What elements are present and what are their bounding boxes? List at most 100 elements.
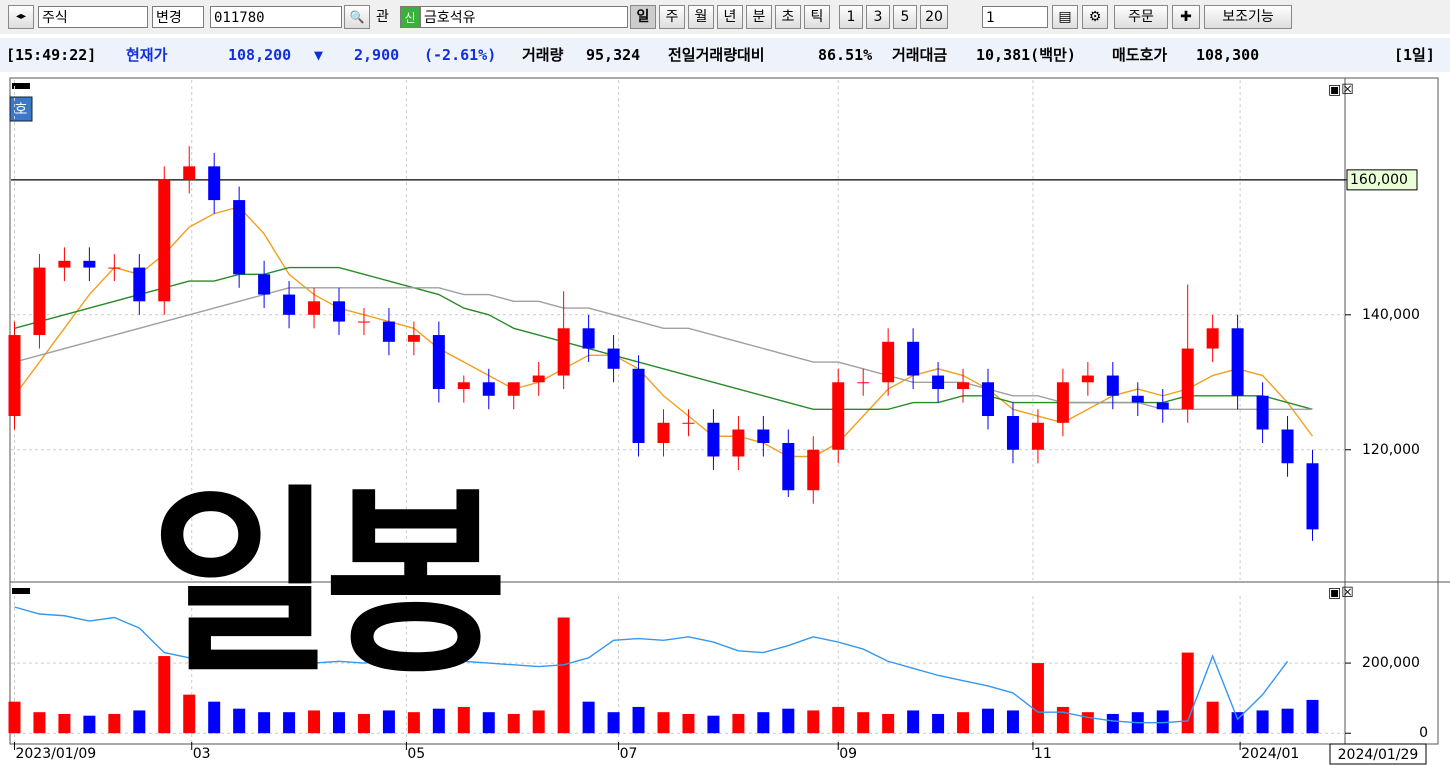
price-badge[interactable]: 호	[15, 102, 28, 118]
amount: 10,381(백만)	[976, 46, 1076, 64]
volume-bar	[183, 694, 196, 734]
period-button[interactable]: 20	[920, 5, 948, 29]
candle-body	[832, 382, 845, 450]
period-button[interactable]: 초	[775, 5, 801, 29]
period-button[interactable]: 분	[746, 5, 772, 29]
volume-bar	[932, 713, 945, 734]
candle-body	[183, 166, 196, 180]
candle-body	[882, 341, 895, 383]
volume: 95,324	[586, 46, 641, 64]
save-button[interactable]: ▤	[1052, 5, 1078, 29]
volume-bar	[283, 712, 296, 734]
candle-body	[507, 382, 520, 396]
candle-body	[907, 341, 920, 376]
candle-body	[1256, 395, 1269, 430]
period-button[interactable]: 주	[659, 5, 685, 29]
candle-body	[58, 260, 71, 268]
volume-bar	[1081, 712, 1094, 734]
prev-ratio-label: 전일거래량대비	[668, 46, 765, 64]
volume-bar	[482, 712, 495, 734]
volume-bar	[882, 713, 895, 734]
candle-body	[482, 382, 495, 396]
search-button[interactable]: 🔍	[344, 5, 370, 29]
panel-handle[interactable]	[12, 588, 30, 594]
volume-bar	[158, 656, 171, 734]
panel-controls[interactable]: ▣☒	[1328, 82, 1354, 98]
market-select[interactable]: 주식	[38, 6, 148, 28]
time: [15:49:22]	[6, 46, 97, 64]
x-tick-label: 09	[839, 746, 857, 762]
candle-body	[682, 422, 695, 424]
candle-body	[1281, 429, 1294, 464]
aux-button[interactable]: 보조기능	[1204, 5, 1292, 29]
candle-body	[1156, 402, 1169, 410]
arrow: ▼	[314, 46, 324, 64]
panel-controls[interactable]: ▣☒	[1328, 585, 1354, 601]
period-button[interactable]: 일	[630, 5, 656, 29]
volume-bar	[258, 712, 271, 734]
candle-body	[532, 375, 545, 383]
info-bar: [15:49:22] 현재가 108,200 ▼ 2,900 (-2.61%) …	[0, 38, 1450, 72]
volume-bar	[1306, 699, 1319, 734]
volume-bar	[1231, 712, 1244, 734]
line-series	[13, 206, 1314, 458]
volume-bar	[1031, 663, 1044, 734]
count-input[interactable]: 1	[982, 6, 1048, 28]
candle-body	[557, 328, 570, 376]
volume-bar	[133, 710, 146, 734]
x-tick-label: 2024/01	[1241, 746, 1299, 762]
candle-body	[33, 267, 46, 336]
candle-body	[1181, 348, 1194, 410]
candle-body	[258, 274, 271, 295]
volume-bar	[332, 712, 345, 734]
gwan-label[interactable]: 관	[376, 9, 389, 25]
change-select[interactable]: 변경	[152, 6, 204, 28]
code-input[interactable]: 011780	[210, 6, 342, 28]
candle-body	[1106, 375, 1119, 396]
ask-label: 매도호가	[1112, 46, 1168, 64]
candle-body	[108, 267, 121, 269]
volume-bar	[58, 713, 71, 734]
period-button[interactable]: 3	[866, 5, 890, 29]
volume-bar	[83, 715, 96, 734]
candle-body	[83, 260, 96, 268]
volume-bar	[707, 715, 720, 734]
candle-body	[957, 382, 970, 390]
add-button[interactable]: ✚	[1172, 5, 1200, 29]
candle-body	[1306, 463, 1319, 530]
period-button[interactable]: 월	[688, 5, 714, 29]
candle-body	[707, 422, 720, 457]
candle-body	[332, 301, 345, 322]
volume-bar	[857, 712, 870, 734]
volume-bar	[807, 710, 820, 734]
settings-button[interactable]: ⚙	[1082, 5, 1108, 29]
volume-bar	[1006, 710, 1019, 734]
volume-bar	[907, 710, 920, 734]
volume-bar	[607, 712, 620, 734]
volume-bar	[308, 710, 321, 734]
nav-button[interactable]: ◂▸	[8, 5, 34, 29]
period-button[interactable]: 5	[893, 5, 917, 29]
volume-bar	[1281, 708, 1294, 734]
ask: 108,300	[1196, 46, 1260, 64]
cursor-date: 2024/01/29	[1338, 747, 1419, 763]
amount-label: 거래대금	[892, 46, 948, 64]
volume-bar	[407, 712, 420, 734]
period-button[interactable]: 년	[717, 5, 743, 29]
candle-body	[8, 335, 21, 417]
candle-body	[632, 368, 645, 444]
price-label: 현재가	[126, 46, 168, 64]
period: [1일]	[1394, 46, 1435, 64]
badge-box[interactable]	[9, 96, 33, 122]
period-button[interactable]: 틱	[804, 5, 830, 29]
order-button[interactable]: 주문	[1114, 5, 1168, 29]
period-button[interactable]: 1	[839, 5, 863, 29]
candle-body	[457, 382, 470, 390]
panel-handle[interactable]	[12, 83, 30, 89]
volume-bar	[33, 712, 46, 734]
volume-bar	[657, 712, 670, 734]
volume-bar	[507, 713, 520, 734]
candle-body	[382, 321, 395, 342]
candle-body	[133, 267, 146, 302]
volume-bar	[732, 713, 745, 734]
